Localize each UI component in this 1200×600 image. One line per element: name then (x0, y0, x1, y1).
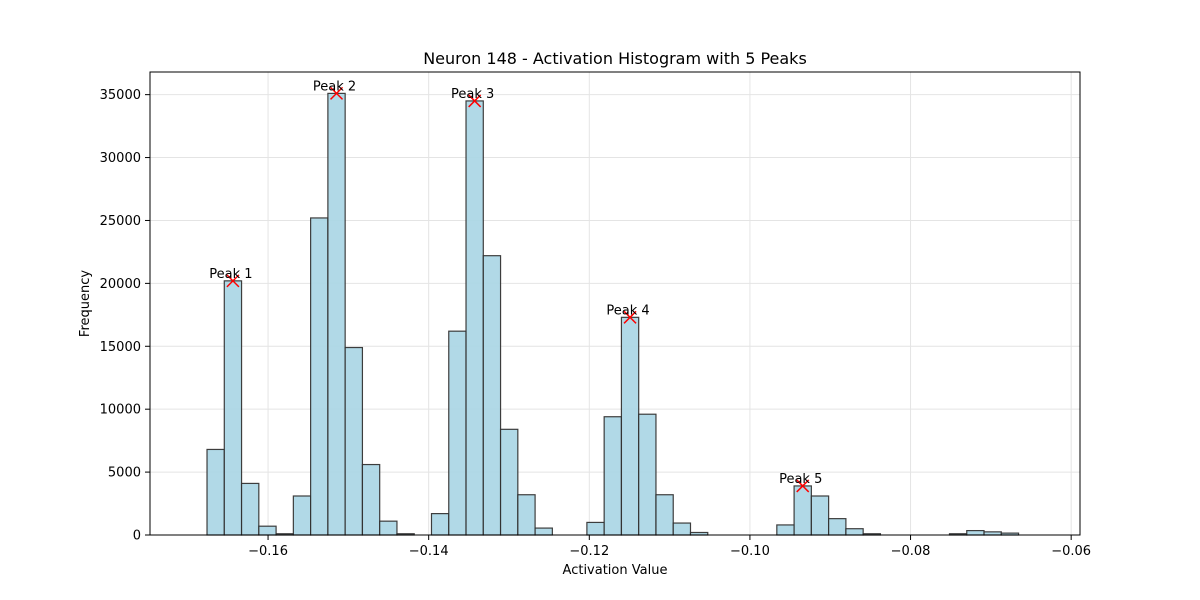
peak-label: Peak 5 (779, 472, 822, 487)
peak-marker (468, 94, 482, 108)
histogram-bar (482, 255, 502, 536)
peak-marker (796, 479, 810, 493)
y-tick-label: 15000 (100, 340, 141, 355)
histogram-bar (793, 485, 812, 536)
histogram-bar (828, 518, 847, 536)
histogram-bar (361, 463, 381, 536)
histogram-bar (810, 495, 830, 536)
y-tick-label: 5000 (108, 466, 141, 481)
histogram-bar (672, 522, 692, 536)
x-tick-label: −0.16 (248, 544, 288, 559)
histogram-bar (499, 428, 519, 536)
histogram-bar (240, 482, 260, 536)
histogram-bar (430, 513, 450, 536)
histogram-bar (517, 494, 536, 536)
histogram-bar (586, 521, 605, 536)
x-tick-label: −0.08 (891, 544, 931, 559)
histogram-bar (603, 416, 623, 536)
histogram-bar (379, 520, 398, 536)
histogram-bar (344, 346, 364, 536)
histogram-bar (310, 217, 329, 536)
histogram-bar (845, 528, 864, 536)
plot-frame (149, 71, 1081, 536)
histogram-bar (638, 413, 657, 536)
peak-label: Peak 1 (209, 267, 252, 282)
histogram-bar (448, 330, 467, 536)
histogram-bar (655, 494, 674, 536)
x-tick-label: −0.14 (409, 544, 449, 559)
peak-label: Peak 3 (451, 87, 494, 102)
peak-label: Peak 4 (606, 303, 649, 318)
histogram-bar (223, 280, 243, 536)
peak-marker (329, 86, 344, 100)
histogram-bar (620, 316, 640, 536)
y-tick-label: 0 (133, 529, 141, 544)
x-axis-label: Activation Value (563, 563, 668, 578)
y-tick-label: 25000 (100, 214, 141, 229)
y-tick-label: 10000 (100, 403, 141, 418)
histogram-bar (292, 495, 312, 536)
grid-lines (150, 72, 1080, 536)
histogram-bar (776, 524, 795, 536)
chart-title: Neuron 148 - Activation Histogram with 5… (423, 49, 807, 68)
y-tick-label: 20000 (100, 277, 141, 292)
y-tick-label: 30000 (100, 151, 141, 166)
peak-markers: Peak 1 Peak 2 Peak 3 Peak 4 Peak 5 (209, 79, 822, 493)
y-tick-label: 35000 (100, 88, 141, 103)
x-tick-label: −0.06 (1051, 544, 1091, 559)
histogram-bar (206, 448, 225, 536)
histogram-bar (534, 527, 553, 536)
histogram-bar (327, 92, 346, 536)
x-tick-label: −0.10 (730, 544, 770, 559)
y-axis: 0 5000 10000 15000 20000 25000 30000 35000 (100, 88, 150, 544)
y-axis-label: Frequency (78, 270, 93, 337)
histogram-bar (258, 525, 277, 536)
histogram-bar (465, 100, 484, 536)
histogram-bar (966, 529, 985, 536)
x-tick-label: −0.12 (569, 544, 609, 559)
x-axis: −0.16 −0.14 −0.12 −0.10 −0.08 −0.06 (248, 535, 1091, 559)
peak-marker (226, 274, 240, 288)
peak-label: Peak 2 (313, 79, 356, 94)
peak-marker (623, 310, 637, 324)
